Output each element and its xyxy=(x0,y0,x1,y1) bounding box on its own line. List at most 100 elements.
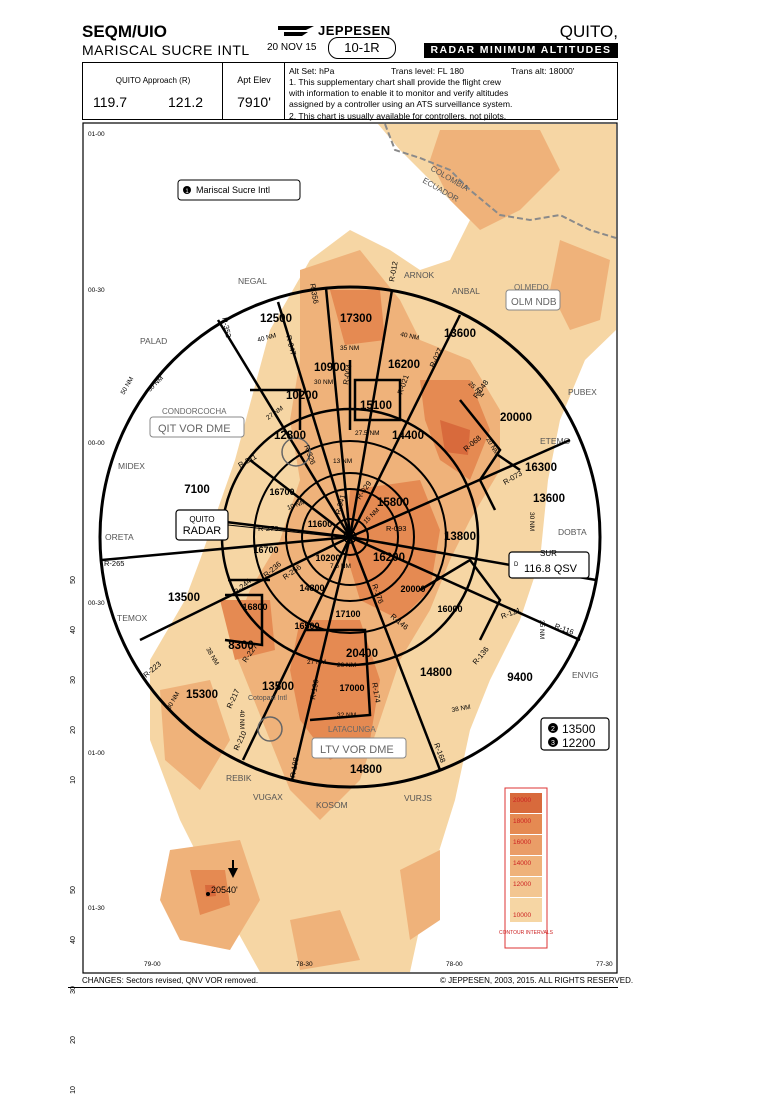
contour-value: 16000 xyxy=(513,839,531,846)
sector-altitude: 16300 xyxy=(525,462,557,474)
range-label: 40 NM xyxy=(400,331,420,342)
navaid-id: OLM NDB xyxy=(511,297,557,308)
airport-label: Cotopaxi Intl xyxy=(248,695,287,702)
sector-altitude: 15800 xyxy=(377,497,409,509)
fix-label: DOBTA xyxy=(558,527,587,537)
radial-label: R-273 xyxy=(258,524,278,533)
radial-label: R-190 xyxy=(308,679,320,701)
lat-label: 01-00 xyxy=(88,131,105,138)
msa-box: 2 13500 3 12200 xyxy=(540,717,610,751)
vor-icon xyxy=(257,716,283,742)
side-tick: 40 xyxy=(69,936,77,944)
range-label: 40 NM xyxy=(257,332,277,344)
sector-altitude: 17100 xyxy=(335,609,360,619)
fix-label: VURJS xyxy=(404,793,432,803)
contour-value: 12000 xyxy=(513,881,531,888)
sector-altitude: 16700 xyxy=(269,487,294,497)
fix-label: TEMOX xyxy=(117,613,148,623)
sector-altitudes: 12500 17300 13600 10900 16200 10200 1510… xyxy=(168,313,565,776)
sector-altitude: 14800 xyxy=(299,583,324,593)
fix-label: PALAD xyxy=(140,336,167,346)
lon-label: 77-30 xyxy=(596,961,613,968)
sector-altitude: 17000 xyxy=(339,683,364,693)
sector-altitude: 15300 xyxy=(186,689,218,701)
chart-date: 20 NOV 15 xyxy=(267,42,317,53)
sector-altitude: 13600 xyxy=(533,493,565,505)
sector-altitude: 12800 xyxy=(274,430,306,442)
side-tick: 20 xyxy=(69,1036,77,1044)
spot-elevation: 20540' xyxy=(206,860,238,896)
fix-label: ARNOK xyxy=(404,270,435,280)
range-label: 35 NM xyxy=(340,345,359,352)
radial-label: R-356 xyxy=(308,283,320,305)
approach-freq-1: 119.7 xyxy=(93,94,127,110)
fix-label: REBIK xyxy=(226,773,252,783)
lat-label: 01-00 xyxy=(88,750,105,757)
side-tick: 30 xyxy=(69,676,77,684)
fix-label: ANBAL xyxy=(452,286,480,296)
lat-label: 00-30 xyxy=(88,600,105,607)
sector-altitude: 10200 xyxy=(315,553,340,563)
msa-value: 12200 xyxy=(562,736,596,750)
radial-label: R-265 xyxy=(104,559,124,568)
sector-altitude: 15100 xyxy=(360,400,392,412)
chart-title: RADAR MINIMUM ALTITUDES xyxy=(424,43,618,58)
graticule-labels: 01-00 00-30 00-00 00-30 01-00 01-30 79-0… xyxy=(88,131,613,968)
trans-alt-text: Trans alt: 18000' xyxy=(511,66,575,76)
range-label: 32 NM xyxy=(337,712,356,719)
sector-altitude: 7100 xyxy=(184,484,210,496)
lat-label: 01-30 xyxy=(88,905,105,912)
navaid-name: CONDORCOCHA xyxy=(162,407,227,416)
contour-swatch xyxy=(510,814,542,834)
side-tick: 50 xyxy=(69,886,77,894)
contour-value: 18000 xyxy=(513,818,531,825)
navaids-layer: CONDORCOCHA QIT VOR DME OLMEDO OLM NDB L… xyxy=(149,283,590,759)
radar-label-1: QUITO xyxy=(189,515,214,524)
sector-altitude: 16000 xyxy=(437,604,462,614)
sector-altitude: 16700 xyxy=(253,545,278,555)
sector-altitude: 14800 xyxy=(350,764,382,776)
sector-altitude: 13500 xyxy=(168,592,200,604)
fix-label: KOSOM xyxy=(316,800,348,810)
contour-value: 14000 xyxy=(513,860,531,867)
elevation-cell: Apt Elev 7910' xyxy=(223,63,285,119)
sector-altitude: 14800 xyxy=(420,667,452,679)
vor-icon xyxy=(281,437,311,467)
sector-altitude: 20000 xyxy=(400,584,425,594)
airport-reference-box: 1 Mariscal Sucre Intl xyxy=(177,179,301,201)
range-label: 35 NM xyxy=(538,620,545,639)
fixes-layer: NEGAL ARNOK ANBAL PALAD PUBEX ETEMO MIDE… xyxy=(105,270,598,810)
sector-altitude: 17300 xyxy=(340,313,372,325)
lon-label: 78-00 xyxy=(446,961,463,968)
fix-label: NEGAL xyxy=(238,276,267,286)
trans-level-text: Trans level: FL 180 xyxy=(391,66,464,76)
contour-swatch xyxy=(510,898,542,922)
sector-altitude: 13800 xyxy=(444,531,476,543)
range-label: 38 NM xyxy=(451,704,471,714)
note-2: 2. This chart is usually available for c… xyxy=(289,110,507,121)
contour-swatch xyxy=(510,835,542,855)
side-tick: 40 xyxy=(69,626,77,634)
side-tick: 20 xyxy=(69,726,77,734)
radial-label: R-004 xyxy=(341,364,353,386)
spot-elevation-value: 20540' xyxy=(211,885,238,895)
approach-cell: QUITO Approach (R) 119.7 121.2 xyxy=(83,63,223,119)
sector-altitude: 16500 xyxy=(294,621,319,631)
contour-swatch xyxy=(510,877,542,897)
lon-label: 79-00 xyxy=(144,961,161,968)
approach-freq-2: 121.2 xyxy=(168,94,204,110)
fix-label: ENVIG xyxy=(572,670,598,680)
lat-label: 00-00 xyxy=(88,440,105,447)
elevation-value: 7910' xyxy=(237,94,271,110)
navaid-dme: D xyxy=(514,562,519,568)
airport-name: MARISCAL SUCRE INTL xyxy=(82,42,250,58)
radial-label: R-012 xyxy=(387,261,399,283)
range-label: 30 NM xyxy=(314,379,333,386)
sector-altitude: 8300 xyxy=(228,640,254,652)
note-1b: with information to enable it to monitor… xyxy=(289,88,509,99)
airport-box-number: 1 xyxy=(185,189,189,195)
arrow-down-icon xyxy=(228,868,238,878)
radar-label-2: RADAR xyxy=(183,525,222,537)
range-label: 27.5 NM xyxy=(355,430,380,437)
airport-box-name: Mariscal Sucre Intl xyxy=(196,185,270,195)
